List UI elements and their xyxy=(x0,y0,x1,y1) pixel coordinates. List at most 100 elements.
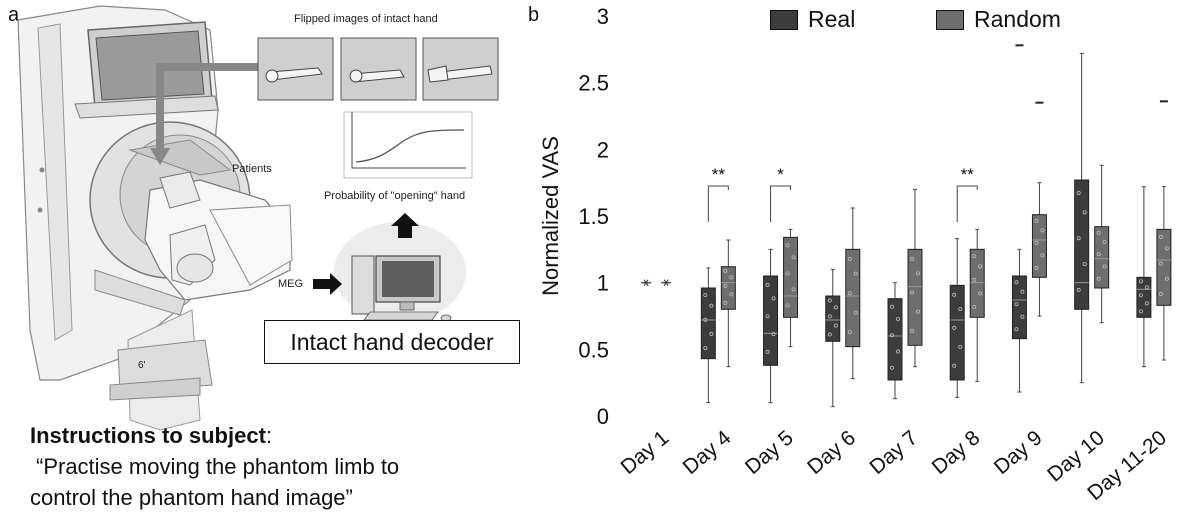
y-tick-label: 0 xyxy=(597,404,609,429)
data-point xyxy=(1040,253,1045,258)
x-tick-label: Day 9 xyxy=(990,426,1047,479)
legend-swatch-random xyxy=(936,9,964,30)
image-feed-arrow xyxy=(150,63,258,165)
data-point xyxy=(889,365,894,370)
y-axis-label: Normalized VAS xyxy=(538,136,563,296)
mean-marker xyxy=(643,279,649,286)
legend-swatch-real xyxy=(770,9,798,30)
significance-bracket xyxy=(770,185,792,222)
data-point xyxy=(1076,190,1081,195)
box-random xyxy=(907,248,923,346)
data-point xyxy=(1158,234,1163,239)
data-point xyxy=(1164,276,1169,281)
y-tick-label: 0.5 xyxy=(578,337,609,362)
significance-label: ** xyxy=(712,165,726,184)
probability-curve-plot xyxy=(343,111,473,179)
data-point xyxy=(1138,309,1143,314)
panel-b-chart: b Real Random 0 0.5 1 1.5 2 2.5 3 Normalized VA… xyxy=(520,0,1200,526)
box-random xyxy=(969,248,985,318)
data-point xyxy=(847,330,852,335)
data-point xyxy=(765,349,770,354)
mean-marker xyxy=(663,279,669,286)
data-point xyxy=(703,293,708,298)
x-tick-label: Day 5 xyxy=(741,426,798,479)
instructions-line-2: control the phantom hand image” xyxy=(30,485,353,510)
significance-bracket xyxy=(707,185,729,222)
x-tick-label: Day 1 xyxy=(617,426,674,479)
data-point xyxy=(1102,264,1107,269)
significance-bracket xyxy=(956,185,978,222)
data-point xyxy=(1034,265,1039,270)
instructions-heading: Instructions to subject xyxy=(30,423,266,448)
data-point xyxy=(958,306,963,311)
data-point xyxy=(909,290,914,295)
data-point xyxy=(853,310,858,315)
data-point xyxy=(791,287,796,292)
data-point xyxy=(1082,262,1087,267)
instructions-colon: : xyxy=(265,423,273,448)
data-point xyxy=(972,277,977,282)
data-point xyxy=(765,282,770,287)
data-point xyxy=(703,317,708,322)
flipped-images-label: Flipped images of intact hand xyxy=(294,13,438,25)
data-point xyxy=(895,316,900,321)
data-point xyxy=(1014,327,1019,332)
data-point xyxy=(827,298,832,303)
scanner-mark: 6' xyxy=(138,360,146,371)
data-point xyxy=(709,303,714,308)
meg-label: MEG xyxy=(278,278,304,290)
instructions-block: Instructions to subject: “Practise movin… xyxy=(30,420,510,513)
data-point xyxy=(1082,210,1087,215)
meg-setup-illustration xyxy=(17,5,499,431)
box-real xyxy=(887,298,903,381)
data-point xyxy=(1144,301,1149,306)
data-point xyxy=(972,305,977,310)
data-point xyxy=(703,346,708,351)
data-point xyxy=(1158,291,1163,296)
legend-label-random: Random xyxy=(974,6,1061,32)
data-point xyxy=(978,264,983,269)
box-real xyxy=(949,284,965,381)
data-point xyxy=(771,332,776,337)
data-point xyxy=(1014,302,1019,307)
data-point xyxy=(1076,287,1081,292)
x-tick-label: Day 4 xyxy=(679,426,736,479)
legend-label-real: Real xyxy=(808,6,856,32)
data-point xyxy=(827,314,832,319)
data-point xyxy=(1096,230,1101,235)
decoder-label: Intact hand decoder xyxy=(290,328,494,355)
data-point xyxy=(853,271,858,276)
data-point xyxy=(978,291,983,296)
x-tick-label: Day 6 xyxy=(803,426,860,479)
y-tick-label: 2.5 xyxy=(578,71,609,96)
panel-letter-b: b xyxy=(528,4,540,26)
data-point xyxy=(1096,252,1101,257)
box-real xyxy=(763,275,779,366)
y-tick-label: 1.5 xyxy=(578,204,609,229)
data-point xyxy=(952,325,957,330)
data-point xyxy=(709,331,714,336)
box-real xyxy=(1136,276,1152,318)
data-point xyxy=(723,300,728,305)
data-point xyxy=(958,344,963,349)
decoder-up-arrow xyxy=(391,213,419,238)
data-point xyxy=(785,243,790,248)
data-point xyxy=(785,271,790,276)
legend-item-real: Real xyxy=(770,6,855,33)
box-random xyxy=(1031,214,1047,278)
data-point xyxy=(785,303,790,308)
data-point xyxy=(1138,279,1143,284)
data-point xyxy=(1102,239,1107,244)
data-point xyxy=(909,328,914,333)
panel-a-illustration: a xyxy=(0,0,520,526)
decoder-computer xyxy=(334,222,466,322)
data-point xyxy=(791,255,796,260)
data-point xyxy=(1096,276,1101,281)
x-tick-label: Day 8 xyxy=(928,426,985,479)
data-point xyxy=(723,283,728,288)
data-point xyxy=(847,257,852,262)
data-point xyxy=(1020,314,1025,319)
data-point xyxy=(723,268,728,273)
x-tick-label: Day 7 xyxy=(865,426,922,479)
box-random xyxy=(720,266,736,310)
